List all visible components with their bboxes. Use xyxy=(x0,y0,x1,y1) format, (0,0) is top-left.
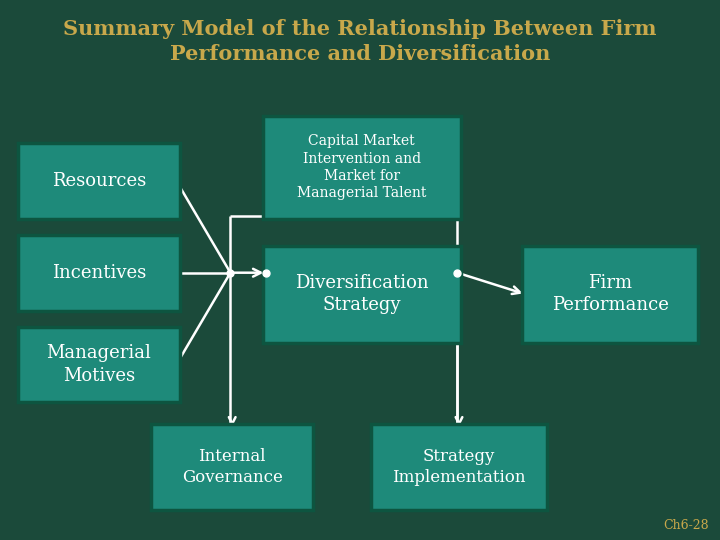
FancyBboxPatch shape xyxy=(18,143,180,219)
Text: Incentives: Incentives xyxy=(52,264,146,282)
FancyBboxPatch shape xyxy=(18,235,180,310)
Text: Firm
Performance: Firm Performance xyxy=(552,274,669,314)
Text: Managerial
Motives: Managerial Motives xyxy=(47,345,151,384)
FancyBboxPatch shape xyxy=(263,246,461,343)
Text: Ch6-28: Ch6-28 xyxy=(664,519,709,532)
FancyBboxPatch shape xyxy=(263,116,461,219)
Text: Strategy
Implementation: Strategy Implementation xyxy=(392,448,526,486)
FancyBboxPatch shape xyxy=(18,327,180,402)
Text: Resources: Resources xyxy=(52,172,146,190)
FancyBboxPatch shape xyxy=(522,246,698,343)
FancyBboxPatch shape xyxy=(371,424,547,510)
Text: Diversification
Strategy: Diversification Strategy xyxy=(295,274,428,314)
Text: Capital Market
Intervention and
Market for
Managerial Talent: Capital Market Intervention and Market f… xyxy=(297,134,426,200)
Text: Summary Model of the Relationship Between Firm
Performance and Diversification: Summary Model of the Relationship Betwee… xyxy=(63,19,657,64)
FancyBboxPatch shape xyxy=(151,424,313,510)
Text: Internal
Governance: Internal Governance xyxy=(181,448,283,486)
